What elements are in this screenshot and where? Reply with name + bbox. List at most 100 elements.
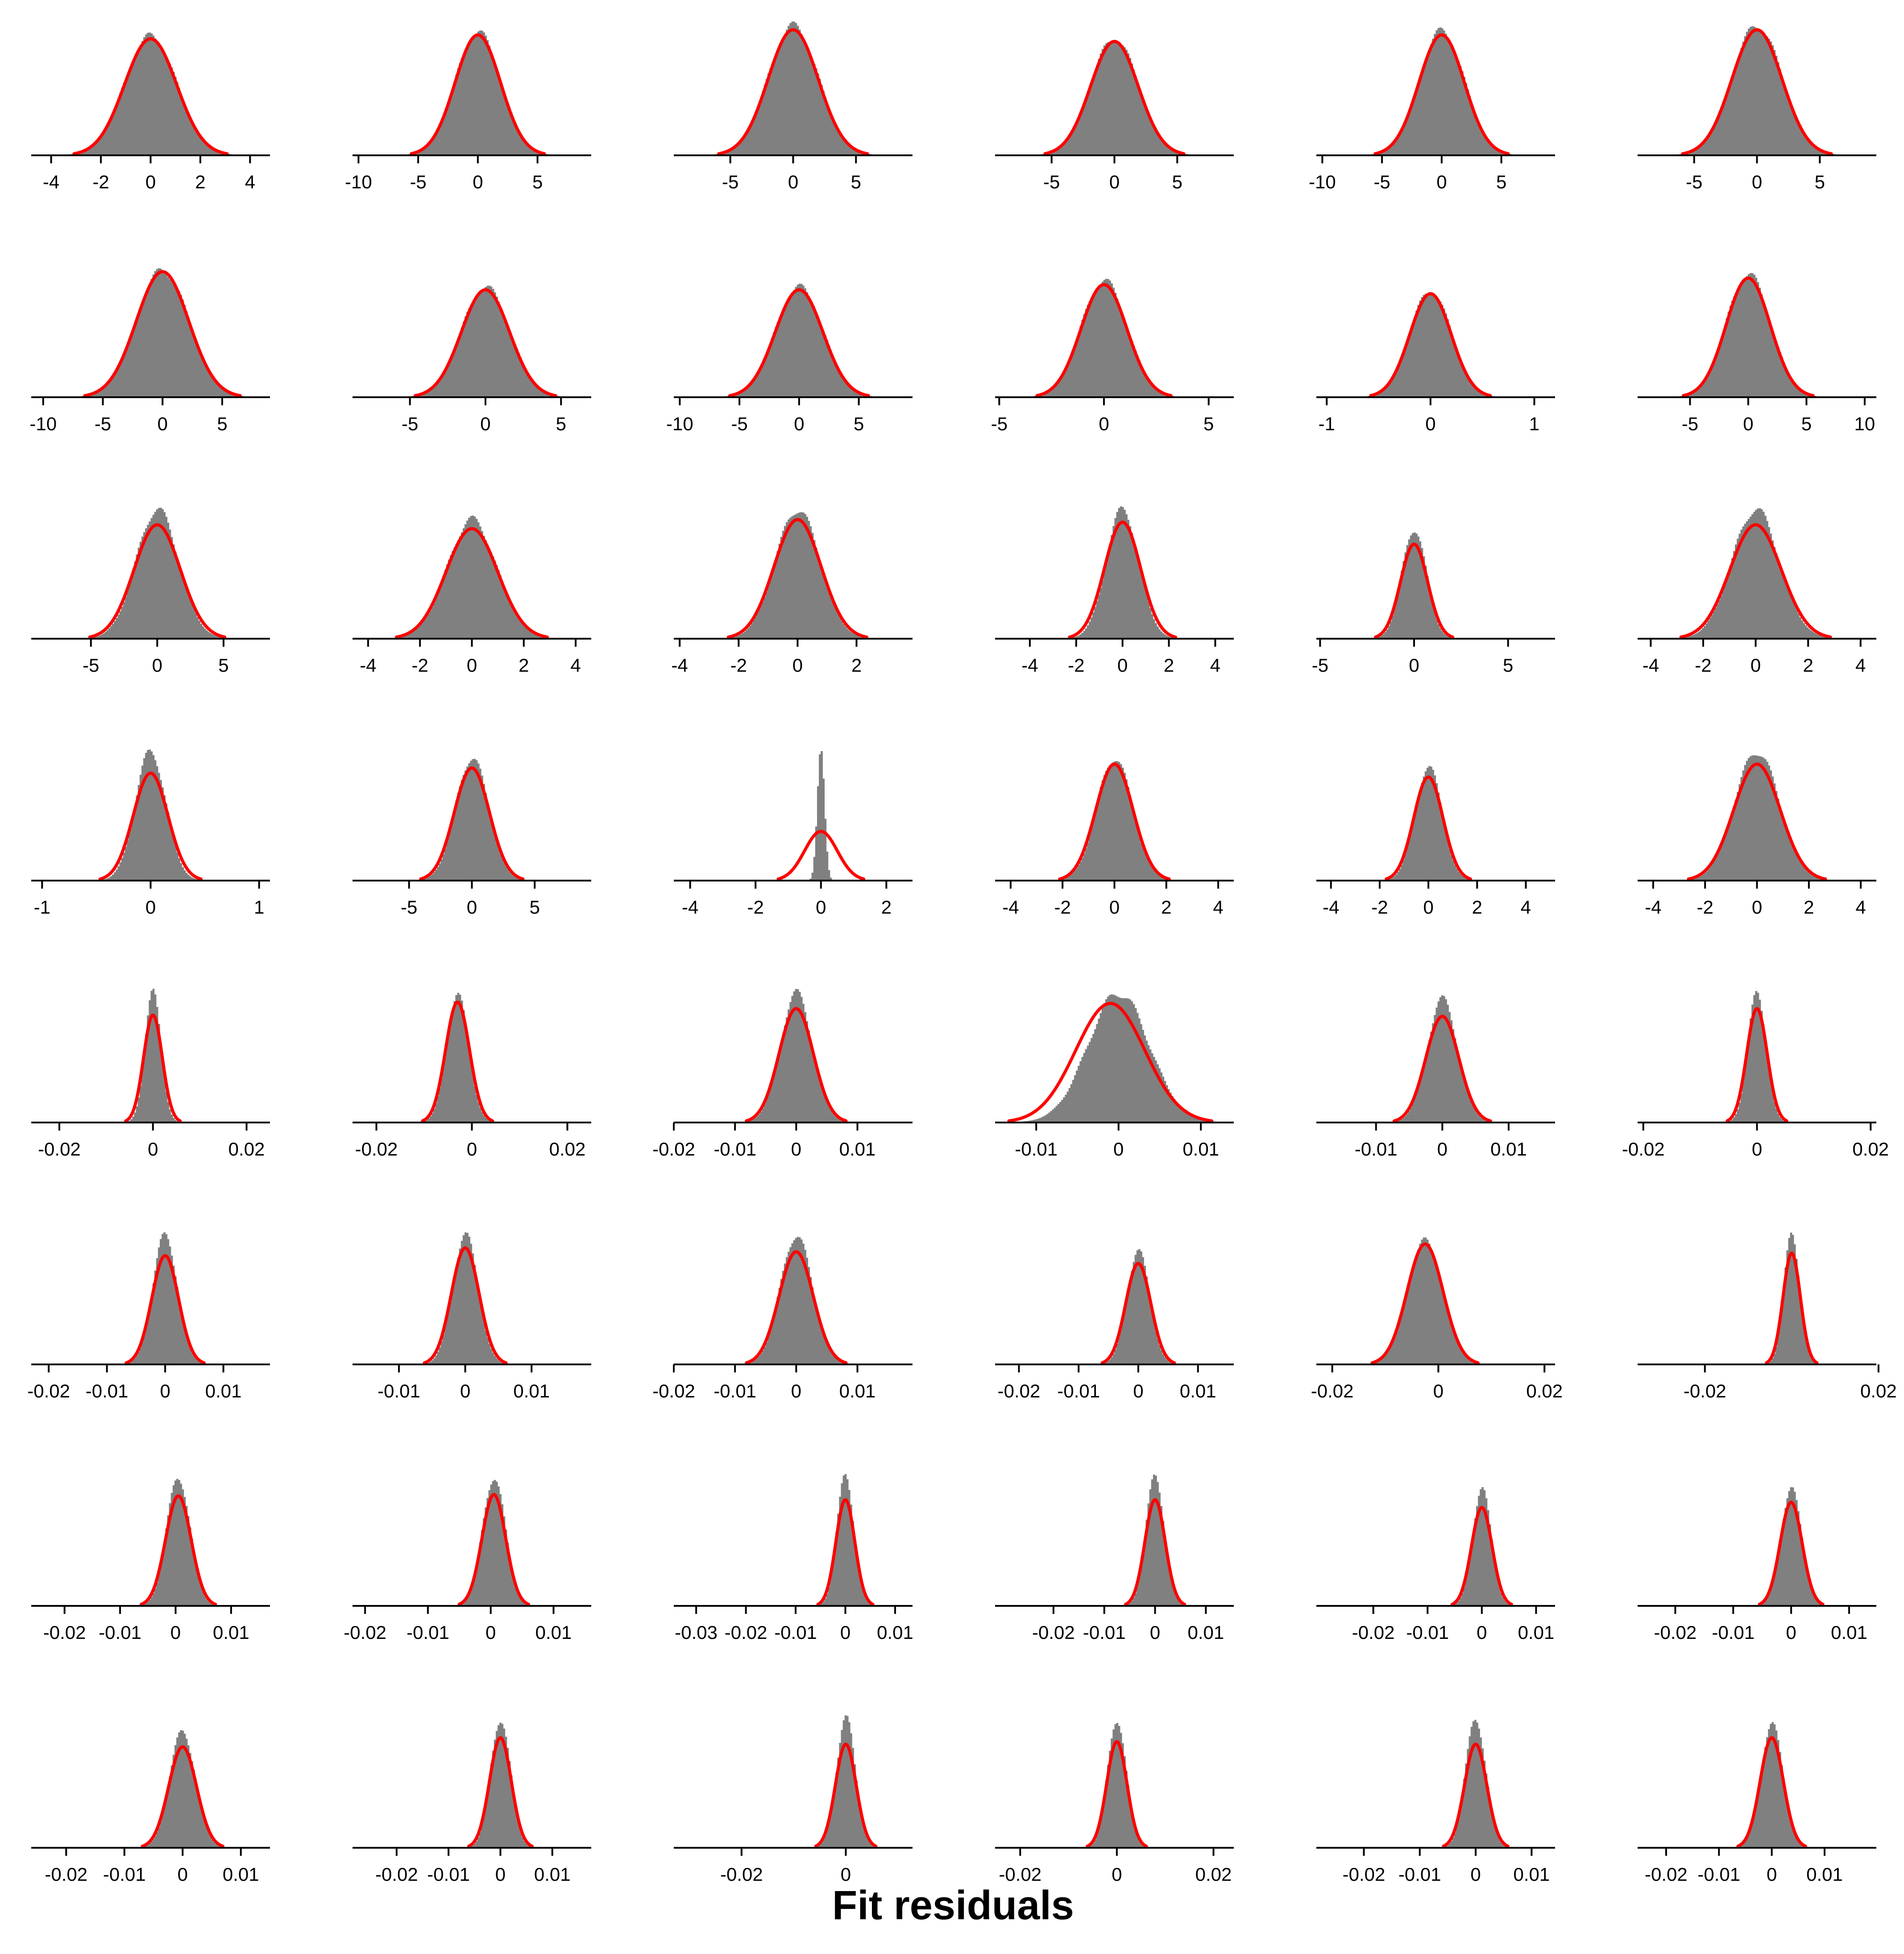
histogram-bar (169, 1503, 171, 1606)
histogram-bar (765, 1342, 768, 1364)
histogram-bar (498, 301, 500, 397)
histogram-bar (488, 549, 491, 639)
panel-8-3: -0.02 0 (674, 1715, 913, 1885)
histogram-bar (1136, 83, 1139, 155)
histogram-bar (130, 67, 133, 155)
histogram-bar (1737, 1109, 1739, 1123)
histogram-bar (508, 1555, 511, 1606)
histogram-bar (1441, 1289, 1444, 1364)
histogram-bar (1147, 1045, 1150, 1123)
histogram-bar (1131, 804, 1133, 881)
histogram-bar (110, 626, 112, 639)
histogram-bar (505, 323, 507, 397)
histogram-bar (525, 143, 527, 155)
histogram-bar (1705, 376, 1708, 397)
histogram-bar (828, 1587, 830, 1606)
histogram-bar (170, 537, 173, 639)
histogram-bar (1121, 316, 1124, 397)
fit-curve (1736, 1736, 1807, 1848)
histogram-bar (1386, 629, 1389, 639)
histogram-bar (519, 1832, 522, 1848)
histogram-bar (850, 146, 852, 155)
histogram-bar (1494, 1567, 1497, 1606)
x-tick-label: -0.02 (652, 1139, 695, 1160)
histogram-bar (736, 144, 738, 155)
histogram-bar (837, 614, 839, 639)
histogram-bar (1158, 391, 1161, 397)
histogram-bar (1066, 877, 1069, 881)
histogram-bar (1707, 620, 1710, 639)
histogram-bar (1421, 782, 1423, 881)
histogram-bar (834, 605, 836, 639)
histogram-bar (1158, 1345, 1161, 1364)
histogram-bar (1771, 45, 1774, 155)
histogram-bar (1105, 999, 1108, 1123)
histogram-bar (407, 634, 410, 639)
panel-8-1: -0.02 -0.01 0 0.01 (31, 1730, 270, 1885)
histogram-bars (86, 507, 228, 639)
histogram-bar (1428, 766, 1431, 881)
histogram-bar (1783, 1120, 1785, 1123)
histogram-bar (1076, 339, 1078, 397)
histogram-bar (1816, 877, 1818, 881)
histogram-bar (444, 848, 447, 881)
histogram-bar (200, 136, 203, 155)
histogram-bar (749, 1362, 751, 1364)
histogram-bar (1799, 861, 1801, 881)
histogram-bar (156, 509, 158, 639)
histogram-bar (1740, 529, 1743, 639)
histogram-bar (1465, 1356, 1468, 1364)
histogram-bar (1801, 620, 1803, 639)
histogram-bar (1814, 876, 1816, 881)
histogram-bar (182, 299, 184, 397)
x-tick-label: -2 (1068, 655, 1084, 676)
histogram-bar (1120, 1733, 1122, 1848)
x-tick-label: -5 (731, 413, 747, 434)
histogram-bar (132, 569, 135, 639)
histogram-bar (826, 103, 829, 155)
histogram-bar (837, 1758, 839, 1848)
histogram-bar (205, 1599, 208, 1606)
histogram-bar (1500, 151, 1502, 155)
histogram-bar (1164, 143, 1166, 155)
histogram-bar (152, 274, 155, 397)
histogram-bar (1136, 829, 1139, 881)
fit-curve (816, 1498, 875, 1606)
histogram-bar (1762, 511, 1765, 639)
histogram-bar (848, 1722, 850, 1848)
panel-5-6: -0.02 0 0.02 (1622, 991, 1889, 1160)
fit-curve (1058, 762, 1171, 881)
histogram-bar (116, 103, 118, 155)
histogram-bar (1500, 1592, 1502, 1606)
histogram-bar (808, 1267, 810, 1364)
histogram-bar (1107, 1765, 1109, 1848)
histogram-bar (1812, 632, 1814, 639)
histogram-bar (1423, 776, 1425, 881)
histogram-bar (1460, 1063, 1462, 1123)
histogram-bar (97, 391, 100, 397)
histogram-bar (1200, 1119, 1203, 1123)
histogram-bar (1395, 600, 1398, 639)
histogram-bar (1055, 1106, 1058, 1123)
histogram-bar (854, 149, 856, 155)
panel-5-4: -0.01 0 0.01 (995, 994, 1234, 1160)
histogram-bar (834, 123, 836, 155)
histogram-bar (488, 285, 491, 397)
x-tick-label: -2 (730, 655, 747, 676)
histogram-bar (1091, 617, 1093, 639)
histogram-bar (501, 87, 504, 155)
histogram-bar (1114, 761, 1117, 881)
x-tick-label: 5 (854, 413, 864, 434)
x-tick-label: -5 (83, 655, 99, 676)
histogram-bar (1770, 1724, 1772, 1848)
histogram-bar (758, 609, 761, 639)
histogram-bar (1720, 595, 1722, 639)
histogram-bar (485, 540, 487, 639)
histogram-bar (512, 1790, 514, 1848)
histogram-bar (828, 109, 830, 155)
histogram-bar (1731, 558, 1734, 639)
histogram-bar (137, 785, 140, 881)
histogram-bar (1803, 867, 1805, 881)
histogram-bar (450, 555, 452, 639)
histogram-bar (1777, 559, 1780, 639)
